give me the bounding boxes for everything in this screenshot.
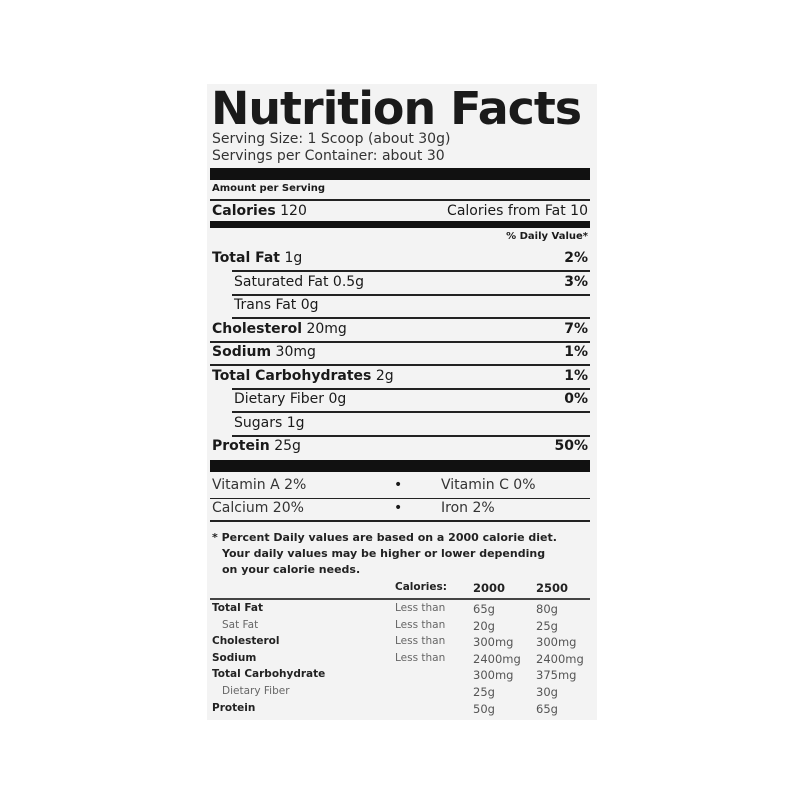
- ref-row-label: Dietary Fiber: [222, 685, 290, 697]
- nutrient-dv: 3%: [564, 273, 588, 290]
- nutrient-row: Sugars 1g: [212, 415, 588, 431]
- thick-divider: [210, 221, 590, 228]
- ref-row-label: Sat Fat: [222, 618, 259, 631]
- bullet: •: [394, 477, 403, 493]
- ref-row-qualifier: Less than: [395, 635, 446, 648]
- divider: [232, 411, 590, 413]
- nutrient-amount: 0g: [300, 297, 319, 313]
- footnote-line: * Percent Daily values are based on a 20…: [212, 531, 557, 544]
- nutrient-row: Cholesterol 20mg 7%: [212, 321, 588, 337]
- ref-header-2000: 2000: [473, 581, 506, 595]
- ref-row-label: Total Fat: [212, 602, 264, 614]
- ref-row-2500: 30g: [536, 685, 558, 699]
- ref-header-calories: Calories:: [395, 581, 447, 593]
- nutrient-amount: 0.5g: [332, 273, 365, 290]
- divider: [232, 293, 590, 296]
- ref-row-2500: 80g: [536, 602, 558, 616]
- nutrient-dv: 1%: [564, 367, 588, 384]
- nutrient-amount: 30mg: [275, 344, 316, 360]
- calories-value: 120: [280, 203, 307, 219]
- nutrition-label: [207, 84, 597, 720]
- nutrient-dv: 2%: [564, 250, 588, 266]
- ref-row-2500: 300mg: [536, 635, 577, 650]
- thick-divider: [210, 460, 590, 472]
- divider: [210, 598, 590, 600]
- ref-row-2500: 375mg: [536, 668, 577, 683]
- vitamin-left: Calcium 20%: [212, 500, 304, 516]
- ref-row-2000: 300mg: [473, 668, 514, 683]
- ref-row-2000: 20g: [473, 618, 495, 633]
- ref-header-2500: 2500: [536, 581, 569, 595]
- divider: [210, 199, 590, 201]
- divider: [210, 520, 590, 522]
- nutrient-label: Total Fat: [212, 250, 281, 266]
- ref-row-2500: 65g: [536, 701, 558, 716]
- servings-per-container: Servings per Container: about 30: [212, 148, 445, 164]
- nutrient-label: Cholesterol: [212, 320, 302, 337]
- serving-size: Serving Size: 1 Scoop (about 30g): [212, 131, 451, 147]
- ref-row-label: Total Carbohydrate: [212, 668, 326, 681]
- ref-row-2500: 25g: [536, 618, 558, 633]
- nutrient-label: Saturated Fat: [234, 273, 329, 290]
- divider: [232, 434, 590, 437]
- calories-row: Calories 120 Calories from Fat 10: [212, 203, 588, 219]
- divider: [232, 270, 590, 272]
- label-title: Nutrition Facts: [211, 82, 582, 135]
- amount-per-serving: Amount per Serving: [212, 183, 326, 194]
- ref-row-qualifier: Less than: [395, 602, 446, 614]
- nutrient-row: Saturated Fat 0.5g 3%: [212, 274, 588, 290]
- ref-row-2000: 300mg: [473, 635, 514, 650]
- divider: [232, 387, 590, 390]
- vitamin-right: Vitamin C 0%: [441, 477, 536, 493]
- vitamin-left: Vitamin A 2%: [212, 477, 307, 493]
- ref-row-label: Protein: [212, 701, 256, 714]
- nutrient-amount: 2g: [375, 367, 394, 384]
- nutrient-amount: 1g: [286, 414, 305, 431]
- nutrient-label: Dietary Fiber: [234, 391, 325, 407]
- nutrient-dv: 7%: [564, 320, 588, 337]
- calories-from-fat: Calories from Fat 10: [447, 203, 588, 219]
- nutrient-row: Total Fat 1g 2%: [212, 250, 588, 266]
- nutrient-row: Total Carbohydrates 2g 1%: [212, 368, 588, 384]
- divider: [210, 340, 590, 343]
- nutrient-dv: 1%: [564, 344, 588, 360]
- nutrient-label: Total Carbohydrates: [212, 367, 372, 384]
- nutrient-label: Sodium: [212, 344, 272, 360]
- nutrient-amount: 0g: [328, 391, 347, 407]
- nutrient-amount: 20mg: [306, 320, 347, 337]
- nutrient-amount: 1g: [284, 250, 303, 266]
- daily-value-header: % Daily Value*: [506, 231, 588, 242]
- footnote-line: Your daily values may be higher or lower…: [222, 547, 546, 560]
- nutrient-dv: 0%: [564, 391, 588, 407]
- bullet: •: [394, 500, 403, 516]
- thick-divider: [210, 168, 590, 180]
- nutrient-label: Trans Fat: [234, 297, 297, 313]
- ref-row-2000: 2400mg: [473, 651, 521, 666]
- ref-row-qualifier: Less than: [395, 618, 446, 631]
- nutrient-row: Dietary Fiber 0g 0%: [212, 391, 588, 407]
- footnote-line: on your calorie needs.: [222, 563, 361, 576]
- ref-row-2000: 25g: [473, 685, 495, 699]
- nutrient-dv: 50%: [554, 438, 588, 454]
- divider: [210, 498, 590, 499]
- ref-row-2500: 2400mg: [536, 651, 584, 666]
- divider: [232, 317, 590, 319]
- nutrient-amount: 25g: [274, 438, 301, 454]
- nutrient-row: Trans Fat 0g: [212, 297, 588, 313]
- ref-row-2000: 65g: [473, 602, 495, 616]
- vitamin-right: Iron 2%: [441, 500, 495, 516]
- nutrient-label: Protein: [212, 438, 270, 454]
- calories-label: Calories: [212, 203, 276, 219]
- ref-row-qualifier: Less than: [395, 651, 446, 664]
- ref-row-label: Cholesterol: [212, 635, 280, 648]
- divider: [210, 364, 590, 366]
- ref-row-2000: 50g: [473, 701, 495, 716]
- nutrient-row: Sodium 30mg 1%: [212, 344, 588, 360]
- ref-row-label: Sodium: [212, 651, 257, 664]
- nutrient-label: Sugars: [234, 414, 283, 431]
- nutrient-row: Protein 25g 50%: [212, 438, 588, 454]
